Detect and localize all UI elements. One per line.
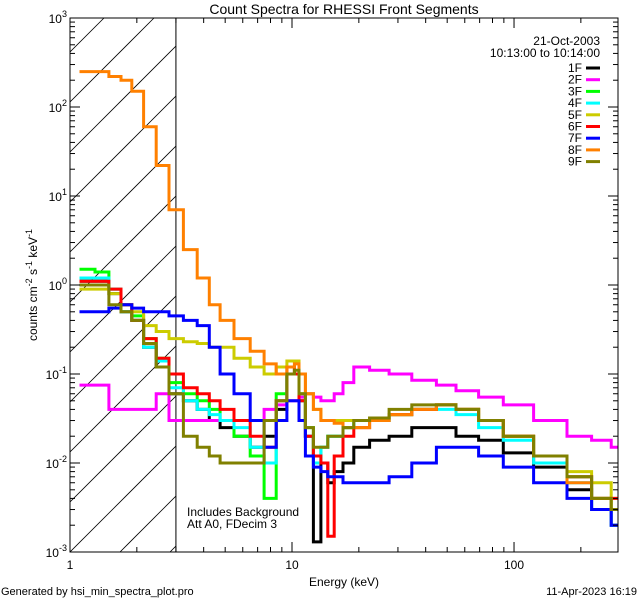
x-tick-label: 10: [285, 558, 299, 572]
legend-label-2F: 2F: [568, 73, 582, 87]
y-tick-label: 10-3: [46, 543, 67, 560]
legend-label-7F: 7F: [568, 131, 582, 145]
series-line-6F: [79, 279, 618, 538]
legend-label-5F: 5F: [568, 108, 582, 122]
series-group: [79, 70, 618, 544]
hatch-line: [70, 45, 177, 153]
y-tick-label: 103: [49, 9, 67, 26]
y-tick-label: 100: [49, 276, 67, 293]
y-tick-label: 10-1: [46, 365, 67, 382]
series-line-4F: [79, 276, 618, 527]
time-range-label: 10:13:00 to 10:14:00: [490, 46, 600, 60]
hatch-line: [70, 345, 177, 453]
annotation-background: Includes Background: [187, 505, 299, 519]
hatch-line: [70, 145, 177, 253]
legend-label-9F: 9F: [568, 155, 582, 169]
x-axis-label: Energy (keV): [309, 575, 379, 589]
x-tick-label: 100: [504, 558, 524, 572]
footer-generated-by: Generated by hsi_min_spectra_plot.pro: [1, 586, 194, 598]
hatch-line: [70, 18, 155, 103]
series-line-2F: [79, 365, 618, 449]
y-tick-label: 101: [49, 187, 67, 204]
hatch-line: [70, 245, 177, 353]
series-line-7F: [79, 303, 618, 527]
series-line-8F: [79, 70, 618, 511]
legend-label-4F: 4F: [568, 96, 582, 110]
annotation-attenuator: Att A0, FDecim 3: [187, 517, 277, 531]
hatch-line: [70, 445, 177, 552]
series-line-9F: [79, 283, 618, 511]
chart-title: Count Spectra for RHESSI Front Segments: [209, 1, 478, 17]
legend-label-8F: 8F: [568, 143, 582, 157]
hatch-line: [169, 545, 177, 552]
footer-timestamp: 11-Apr-2023 16:19: [546, 586, 637, 598]
legend-label-6F: 6F: [568, 120, 582, 134]
hatch-line: [119, 495, 177, 552]
legend-label-1F: 1F: [568, 61, 582, 75]
y-tick-label: 102: [49, 98, 67, 115]
x-tick-label: 1: [67, 558, 74, 572]
y-tick-label: 10-2: [46, 454, 67, 471]
hatch-line: [70, 95, 177, 203]
legend-label-3F: 3F: [568, 84, 582, 98]
date-label: 21-Oct-2003: [533, 34, 600, 48]
y-axis-label: counts cm-2 s-1 keV-1: [24, 229, 40, 341]
hatch-line: [70, 18, 105, 53]
series-line-3F: [79, 267, 618, 511]
hatch-line: [70, 395, 177, 503]
axis-ticks: 1 10 100 10-3 10-2 10-1 100 101 102 103: [46, 9, 618, 572]
